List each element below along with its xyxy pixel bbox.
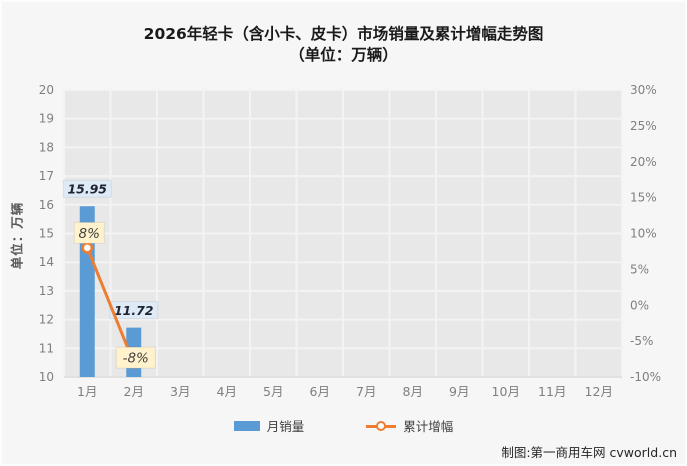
x-axis-tick: 7月 (356, 384, 376, 399)
x-axis-tick: 11月 (538, 384, 566, 399)
x-axis-tick: 2月 (124, 384, 144, 399)
left-axis-tick: 12 (39, 313, 54, 327)
left-axis-tick: 13 (39, 284, 54, 298)
left-axis-tick: 19 (39, 112, 54, 126)
x-axis-tick: 10月 (492, 384, 520, 399)
left-axis-tick: 16 (39, 198, 54, 212)
watermark-credit: 制图:第一商用车网 cvworld.cn (501, 445, 677, 460)
bar-swatch-icon (233, 420, 260, 431)
right-axis-tick: 20% (630, 155, 657, 169)
legend-item-sales: 月销量 (233, 416, 305, 435)
right-axis-tick: 30% (630, 83, 657, 97)
right-axis-tick: 5% (630, 262, 649, 276)
growth-value-label: 8% (79, 226, 100, 242)
left-axis-tick: 14 (39, 255, 54, 269)
growth-marker (81, 242, 93, 254)
growth-value-label: -8% (123, 351, 149, 367)
right-axis-tick: 0% (630, 298, 649, 312)
legend-item-growth: 累计增幅 (366, 416, 453, 435)
right-axis-tick: 10% (630, 227, 657, 241)
chart-title-line2: （单位：万辆） (289, 46, 398, 64)
legend-growth-label: 累计增幅 (403, 419, 454, 434)
legend: 月销量 累计增幅 (2, 416, 685, 435)
chart-title: 2026年轻卡（含小卡、皮卡）市场销量及累计增幅走势图 （单位：万辆） (2, 24, 685, 66)
line-swatch-icon (366, 420, 397, 432)
x-axis-tick: 9月 (449, 384, 469, 399)
x-axis-tick: 1月 (77, 384, 97, 399)
x-axis-tick: 5月 (263, 384, 283, 399)
bar-value-label: 15.95 (67, 182, 107, 197)
left-axis-tick: 20 (39, 83, 54, 97)
right-axis-tick: 15% (630, 191, 657, 205)
x-axis-tick: 4月 (217, 384, 237, 399)
left-axis-tick: 10 (39, 370, 54, 384)
left-axis-tick: 17 (39, 169, 54, 183)
bar-value-label-bg (109, 301, 159, 320)
chart-title-line1: 2026年轻卡（含小卡、皮卡）市场销量及累计增幅走势图 (143, 25, 544, 43)
left-axis-tick: 15 (39, 227, 54, 241)
x-axis-tick: 6月 (310, 384, 330, 399)
bar-value-label: 11.72 (114, 303, 154, 318)
legend-sales-label: 月销量 (266, 419, 305, 434)
left-axis-tick: 11 (39, 341, 54, 355)
growth-line (85, 247, 136, 364)
x-axis-tick: 12月 (585, 384, 613, 399)
right-axis-tick: -5% (630, 334, 653, 348)
x-axis-tick: 3月 (170, 384, 190, 399)
bar-value-label-bg (62, 179, 112, 198)
right-axis-tick: -10% (630, 370, 661, 384)
left-axis-tick: 18 (39, 140, 54, 154)
right-axis-tick: 25% (630, 119, 657, 133)
growth-value-label-bg (73, 221, 105, 244)
x-axis-tick: 8月 (403, 384, 423, 399)
growth-value-label-bg (115, 346, 156, 369)
